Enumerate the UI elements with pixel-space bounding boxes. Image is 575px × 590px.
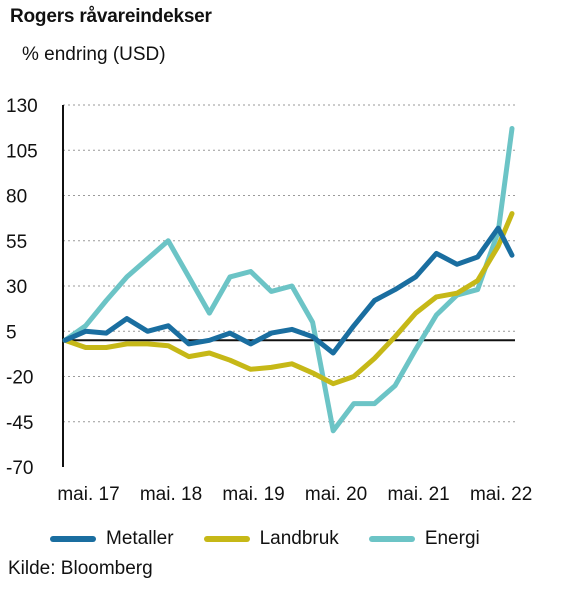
- x-tick-label: mai. 19: [222, 484, 284, 505]
- y-tick-label: 5: [6, 322, 17, 343]
- legend-label: Metaller: [106, 528, 174, 549]
- x-tick-label: mai. 20: [305, 484, 367, 505]
- source-note: Kilde: Bloomberg: [8, 558, 153, 579]
- x-tick-labels: mai. 17 mai. 18 mai. 19 mai. 20 mai. 21 mai. …: [57, 484, 532, 505]
- chart-title: Rogers råvareindekser: [10, 6, 212, 27]
- legend-label: Energi: [424, 528, 480, 549]
- legend-item-metaller: Metaller: [50, 528, 174, 550]
- legend-swatch: [203, 536, 250, 542]
- legend-item-energi: Energi: [368, 528, 480, 550]
- gridlines: [63, 104, 515, 423]
- y-tick-label: -20: [6, 368, 33, 389]
- legend-item-landbruk: Landbruk: [203, 528, 339, 550]
- series-line-landbruk: [62, 211, 515, 387]
- series-lines: [62, 126, 515, 434]
- y-tick-label: 105: [6, 141, 38, 162]
- y-tick-label: 80: [6, 187, 27, 208]
- y-axis-unit-label: % endring (USD): [22, 44, 166, 65]
- x-tick-label: mai. 18: [140, 484, 202, 505]
- x-tick-label: mai. 22: [470, 484, 532, 505]
- x-tick-label: mai. 17: [57, 484, 119, 505]
- y-tick-label: 55: [6, 232, 27, 253]
- y-tick-label: -70: [6, 458, 33, 479]
- legend: Metaller Landbruk Energi: [50, 528, 510, 550]
- x-tick-label: mai. 21: [387, 484, 449, 505]
- y-tick-label: 130: [6, 96, 38, 117]
- y-tick-label: 30: [6, 277, 27, 298]
- legend-label: Landbruk: [259, 528, 339, 549]
- y-tick-label: -45: [6, 413, 33, 434]
- y-tick-labels: 130 105 80 55 30 5 -20 -45 -70: [6, 96, 38, 479]
- legend-swatch: [368, 536, 415, 542]
- legend-swatch: [50, 536, 96, 542]
- series-line-energi: [62, 126, 515, 434]
- series-line-metaller: [62, 225, 515, 356]
